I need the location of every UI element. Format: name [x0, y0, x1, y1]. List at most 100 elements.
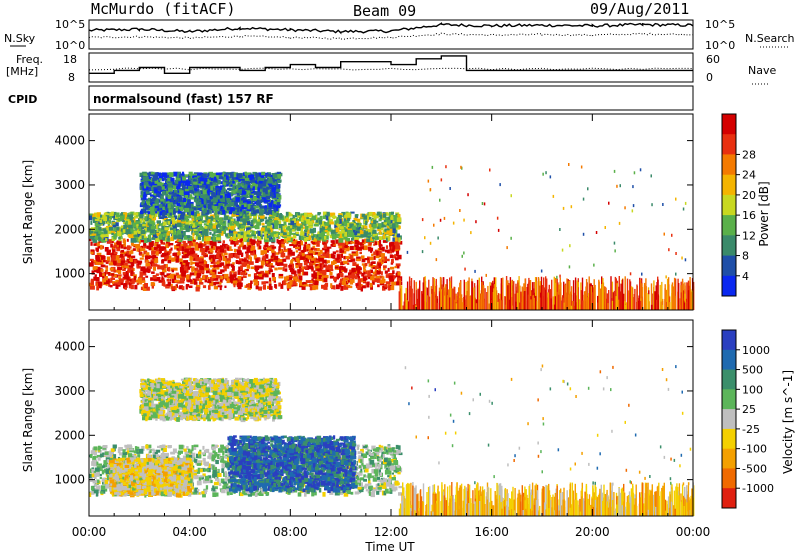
echo-cell	[162, 202, 167, 207]
echo-cell	[169, 172, 174, 177]
echo-cell	[163, 233, 167, 238]
echo-cell	[132, 237, 137, 243]
echo-cell	[275, 212, 279, 217]
echo-cell	[331, 234, 337, 240]
echo-cell	[223, 227, 228, 231]
echo-cell	[104, 247, 109, 252]
echo-cell	[178, 246, 184, 250]
echo-cell	[291, 240, 297, 245]
echo-cell	[91, 236, 95, 241]
echo-cell	[347, 262, 350, 265]
echo-cell	[262, 188, 268, 193]
echo-cell	[244, 171, 247, 175]
echo-cell	[329, 221, 334, 225]
echo-cell	[131, 267, 134, 272]
echo-cell	[247, 172, 251, 177]
echo-cell	[386, 258, 390, 262]
echo-cell	[96, 252, 102, 257]
echo-cell	[153, 277, 157, 282]
echo-cell	[392, 228, 396, 233]
echo-cell	[369, 256, 374, 261]
echo-cell	[189, 190, 194, 194]
echo-cell	[145, 210, 149, 214]
echo-cell	[320, 235, 325, 240]
echo-cell	[390, 286, 395, 291]
echo-cell	[396, 217, 402, 223]
echo-cell	[336, 284, 340, 290]
echo-cell	[155, 238, 160, 242]
echo-cell	[233, 271, 237, 277]
echo-cell	[268, 267, 272, 270]
echo-cell	[347, 215, 350, 218]
echo-cell	[222, 171, 226, 174]
echo-cell	[346, 237, 350, 242]
echo-cell	[194, 184, 198, 189]
echo-cell	[239, 231, 244, 237]
echo-cell	[234, 239, 238, 244]
echo-cell	[212, 225, 217, 229]
echo-cell	[111, 232, 114, 236]
echo-cell	[150, 171, 155, 175]
echo-cell	[210, 277, 214, 282]
echo-cell	[208, 256, 211, 260]
echo-cell	[324, 226, 329, 230]
echo-cell	[377, 271, 380, 275]
echo-cell	[394, 248, 398, 251]
echo-cell	[377, 229, 380, 232]
echo-cell	[278, 228, 281, 231]
echo-cell	[311, 234, 315, 238]
echo-cell	[229, 239, 233, 242]
echo-cell	[191, 207, 197, 211]
echo-cell	[161, 259, 165, 264]
echo-cell	[367, 271, 371, 274]
echo-cell	[209, 201, 214, 206]
echo-cell	[259, 194, 262, 200]
cpid-value: normalsound (fast) 157 RF	[93, 92, 274, 106]
echo-cell	[295, 279, 300, 282]
echo-cell	[132, 229, 137, 232]
echo-cell	[264, 205, 270, 209]
echo-cell	[272, 235, 276, 241]
echo-cell	[144, 216, 147, 221]
echo-cell	[286, 275, 290, 280]
echo-cell	[319, 249, 323, 254]
echo-cell	[205, 241, 210, 245]
echo-cell	[126, 250, 132, 256]
echo-cell	[285, 255, 290, 260]
echo-cell	[369, 282, 373, 288]
echo-cell	[159, 216, 164, 219]
echo-cell	[355, 246, 358, 251]
echo-cell	[184, 249, 189, 253]
echo-cell	[374, 271, 378, 277]
echo-cell	[336, 217, 339, 220]
echo-cell	[614, 276, 617, 310]
echo-cell	[116, 240, 122, 245]
echo-cell	[308, 235, 312, 240]
echo-cell	[308, 283, 314, 287]
echo-cell	[213, 285, 218, 290]
echo-cell	[381, 259, 384, 263]
echo-cell	[289, 279, 294, 285]
echo-cell	[304, 240, 307, 245]
echo-cell	[182, 215, 187, 218]
echo-cell	[191, 223, 195, 226]
echo-cell	[173, 171, 178, 177]
echo-cell	[113, 217, 118, 221]
echo-cell	[615, 278, 617, 310]
echo-cell	[149, 234, 152, 240]
echo-cell	[128, 224, 133, 229]
echo-cell	[182, 176, 187, 181]
echo-cell	[165, 197, 170, 203]
echo-cell	[170, 267, 175, 272]
echo-cell	[198, 221, 202, 225]
echo-cell	[382, 256, 387, 262]
echo-cell	[284, 248, 288, 252]
echo-cell	[165, 175, 170, 179]
echo-cell	[159, 211, 162, 216]
echo-cell	[117, 255, 122, 258]
echo-cell	[397, 214, 401, 217]
echo-cell	[361, 239, 365, 243]
echo-cell	[150, 278, 153, 281]
echo-cell	[245, 174, 249, 177]
echo-cell	[194, 216, 197, 221]
